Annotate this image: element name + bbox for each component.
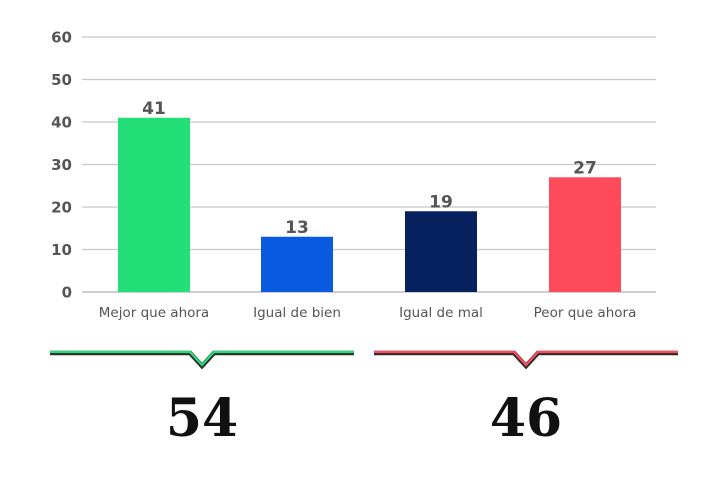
y-tick-label: 20 — [51, 199, 72, 217]
group-total-positive: 54 — [165, 388, 239, 449]
y-tick-label: 0 — [62, 284, 72, 302]
y-tick-label: 30 — [51, 156, 72, 174]
data-label: 19 — [429, 192, 453, 212]
bar — [549, 177, 621, 292]
group-total-negative: 46 — [489, 388, 563, 449]
y-tick-label: 40 — [51, 114, 72, 132]
x-tick-label: Igual de bien — [253, 305, 341, 321]
x-tick-label: Mejor que ahora — [99, 305, 209, 321]
group-bracket-positive-color — [50, 350, 354, 367]
bar — [405, 211, 477, 292]
y-tick-label: 10 — [51, 241, 72, 259]
y-tick-label: 60 — [51, 29, 72, 47]
x-tick-label: Igual de mal — [399, 305, 483, 321]
data-label: 41 — [142, 99, 166, 119]
data-label: 13 — [285, 218, 309, 238]
bar — [118, 117, 190, 292]
x-tick-label: Peor que ahora — [534, 305, 637, 321]
data-label: 27 — [573, 158, 597, 178]
y-tick-label: 50 — [51, 71, 72, 89]
bar — [261, 236, 333, 292]
group-bracket-negative-color — [374, 350, 678, 367]
